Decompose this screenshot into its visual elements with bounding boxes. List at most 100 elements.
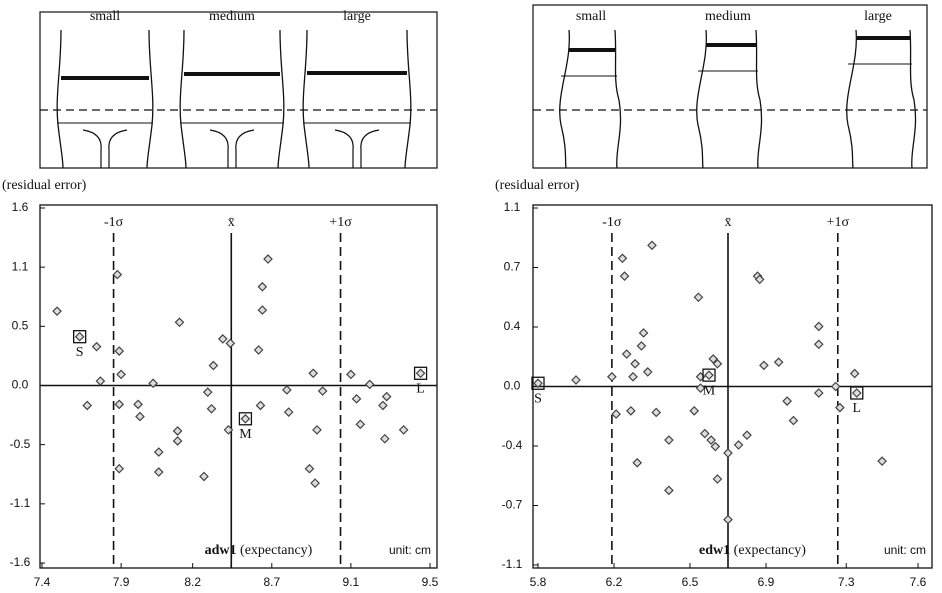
data-point bbox=[789, 417, 797, 425]
data-point bbox=[311, 479, 319, 487]
data-point bbox=[115, 465, 123, 473]
data-point bbox=[53, 307, 61, 315]
data-point bbox=[256, 401, 264, 409]
data-point bbox=[652, 408, 660, 416]
x-axis-label: adw1 (expectancy) bbox=[205, 543, 313, 558]
data-point bbox=[134, 400, 142, 408]
data-point bbox=[815, 322, 823, 330]
data-point bbox=[383, 393, 391, 401]
data-point bbox=[174, 437, 182, 445]
data-point bbox=[640, 329, 648, 337]
figure-outline bbox=[847, 30, 916, 168]
y-tick-label: 0.7 bbox=[504, 260, 521, 274]
figure-outline bbox=[303, 30, 411, 168]
y-tick-label: 0.5 bbox=[12, 319, 29, 333]
x-axis-text: (expectancy) bbox=[240, 543, 313, 558]
y-tick-label: -1.1 bbox=[502, 557, 523, 571]
data-point bbox=[623, 350, 631, 358]
unit-label: unit: cm bbox=[389, 543, 431, 557]
marked-label: L bbox=[852, 401, 861, 416]
data-point bbox=[283, 386, 291, 394]
figure: smallmediumlarge(residual error)1.61.10.… bbox=[0, 0, 942, 593]
data-point bbox=[258, 306, 266, 314]
y-tick-label: -1.6 bbox=[10, 555, 31, 569]
reference-label: +1σ bbox=[827, 215, 850, 230]
plot-frame bbox=[40, 205, 437, 568]
data-point bbox=[305, 465, 313, 473]
figure-outline bbox=[697, 30, 762, 168]
x-tick-label: 7.3 bbox=[838, 575, 855, 589]
data-point bbox=[381, 435, 389, 443]
data-point bbox=[174, 427, 182, 435]
data-point bbox=[713, 475, 721, 483]
data-point bbox=[366, 380, 374, 388]
data-point bbox=[627, 407, 635, 415]
x-tick-label: 6.9 bbox=[758, 575, 775, 589]
data-point bbox=[608, 373, 616, 381]
marked-point bbox=[853, 389, 861, 397]
x-axis-name: edw1 bbox=[699, 543, 730, 558]
data-point bbox=[353, 395, 361, 403]
data-point bbox=[878, 457, 886, 465]
data-point bbox=[255, 346, 263, 354]
data-point bbox=[629, 373, 637, 381]
data-point bbox=[356, 420, 364, 428]
data-point bbox=[690, 407, 698, 415]
data-point bbox=[96, 377, 104, 385]
data-point bbox=[93, 343, 101, 351]
data-point bbox=[117, 370, 125, 378]
y-axis-title: (residual error) bbox=[495, 178, 580, 193]
x-tick-label: 5.8 bbox=[530, 575, 547, 589]
marked-label: M bbox=[703, 383, 716, 398]
x-tick-label: 6.2 bbox=[606, 575, 623, 589]
marked-label: L bbox=[416, 382, 425, 397]
data-point bbox=[115, 347, 123, 355]
data-point bbox=[200, 472, 208, 480]
data-point bbox=[851, 370, 859, 378]
data-point bbox=[612, 410, 620, 418]
x-axis-text: (expectancy) bbox=[734, 543, 807, 558]
illustration-frame bbox=[533, 5, 927, 168]
data-point bbox=[694, 293, 702, 301]
crotch bbox=[210, 130, 254, 168]
crotch bbox=[335, 130, 379, 168]
data-point bbox=[313, 426, 321, 434]
marked-point bbox=[241, 415, 249, 423]
x-axis-label: edw1 (expectancy) bbox=[699, 543, 806, 558]
data-point bbox=[724, 516, 732, 524]
figure-label: medium bbox=[705, 9, 751, 24]
x-tick-label: 9.5 bbox=[422, 575, 439, 589]
data-point bbox=[724, 449, 732, 457]
data-point bbox=[347, 370, 355, 378]
data-point bbox=[258, 283, 266, 291]
y-axis-title: (residual error) bbox=[2, 178, 87, 193]
data-point bbox=[711, 443, 719, 451]
marked-label: S bbox=[76, 345, 84, 360]
data-point bbox=[309, 369, 317, 377]
data-point bbox=[113, 271, 121, 279]
reference-label: -1σ bbox=[104, 215, 124, 230]
data-point bbox=[735, 441, 743, 449]
y-tick-label: 1.6 bbox=[12, 200, 29, 214]
figure-label: small bbox=[90, 9, 120, 24]
y-tick-label: 0.0 bbox=[504, 379, 521, 393]
figure-label: medium bbox=[209, 9, 255, 24]
data-point bbox=[621, 272, 629, 280]
data-point bbox=[572, 376, 580, 384]
data-point bbox=[760, 361, 768, 369]
data-point bbox=[285, 408, 293, 416]
x-tick-label: 8.7 bbox=[263, 575, 280, 589]
data-point bbox=[665, 486, 673, 494]
marked-point bbox=[705, 371, 713, 379]
y-tick-label: -0.7 bbox=[502, 498, 523, 512]
data-point bbox=[633, 459, 641, 467]
data-point bbox=[631, 360, 639, 368]
y-tick-label: -0.4 bbox=[502, 438, 523, 452]
illustration-frame bbox=[40, 12, 437, 168]
data-point bbox=[618, 254, 626, 262]
data-point bbox=[209, 362, 217, 370]
marked-label: S bbox=[534, 391, 542, 406]
figure-label: large bbox=[864, 9, 892, 24]
data-point bbox=[665, 436, 673, 444]
data-point bbox=[319, 387, 327, 395]
